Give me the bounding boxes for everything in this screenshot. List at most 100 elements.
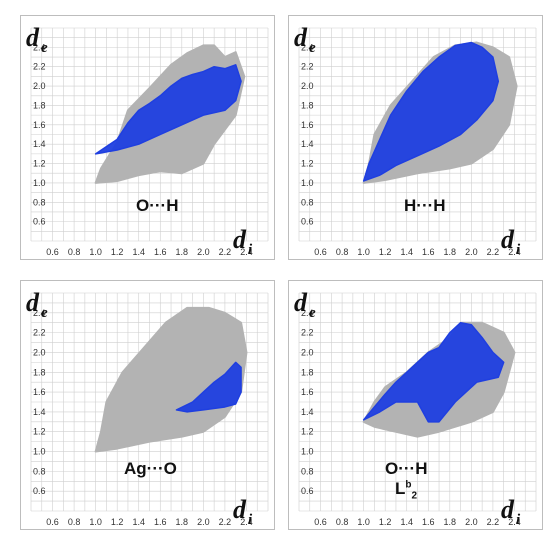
contact-sub-sub: 2	[411, 490, 418, 502]
x-axis-label: d	[233, 225, 247, 254]
y-tick-label: 2.4	[33, 308, 46, 318]
y-tick-label: 0.6	[33, 217, 46, 227]
y-tick-label: 2.2	[301, 62, 314, 72]
contact-sub-base: L	[395, 479, 406, 498]
x-tick-label: 2.4	[240, 247, 253, 257]
x-tick-label: 1.2	[379, 247, 392, 257]
x-tick-label: 1.6	[154, 517, 167, 527]
x-tick-label: 0.8	[68, 247, 81, 257]
y-tick-label: 0.6	[301, 486, 314, 496]
x-tick-label: 2.2	[219, 247, 232, 257]
y-tick-label: 1.4	[33, 139, 46, 149]
x-tick-label: 2.0	[465, 247, 478, 257]
x-tick-label: 1.0	[89, 517, 102, 527]
panel-bottom-right: 0.6 0.8 1.0 1.2 1.4 1.6 1.8 2.0 2.2 2.4 0.6 0.8 1.0 1…	[288, 280, 543, 530]
x-tick-label: 2.4	[508, 517, 521, 527]
y-tick-label: 2.2	[301, 328, 314, 338]
x-tick-label: 2.4	[508, 247, 521, 257]
x-tick-label: 1.4	[132, 247, 145, 257]
y-tick-label: 1.6	[301, 120, 314, 130]
y-tick-label: 1.8	[33, 367, 46, 377]
x-tick-label: 2.0	[465, 517, 478, 527]
x-tick-label: 1.8	[444, 517, 457, 527]
y-tick-label: 2.0	[301, 81, 314, 91]
y-tick-label: 0.8	[33, 466, 46, 476]
fingerprint-region	[362, 321, 505, 423]
y-axis-label-sub: e	[41, 40, 48, 56]
x-tick-label: 0.6	[46, 517, 59, 527]
x-tick-label: 1.6	[154, 247, 167, 257]
y-axis-label: d	[294, 288, 308, 317]
y-tick-label: 0.8	[301, 197, 314, 207]
x-tick-label: 2.2	[487, 517, 500, 527]
x-tick-label: 2.2	[219, 517, 232, 527]
y-tick-label: 1.8	[33, 100, 46, 110]
y-tick-label: 2.4	[301, 42, 314, 52]
y-tick-label: 2.4	[301, 308, 314, 318]
y-tick-label: 2.4	[33, 42, 46, 52]
contact-sub-sup: b	[405, 479, 412, 491]
x-tick-label: 0.8	[68, 517, 81, 527]
panel-bottom-left: 0.6 0.8 1.0 1.2 1.4 1.6 1.8 2.0 2.2 2.4 0.6 0.8 1.0 1…	[20, 280, 275, 530]
x-axis-label-sub: i	[516, 512, 521, 528]
chart-bottom-left: 0.6 0.8 1.0 1.2 1.4 1.6 1.8 2.0 2.2 2.4 0.6 0.8 1.0 1…	[26, 288, 269, 528]
y-axis-label-sub: e	[41, 305, 48, 321]
x-axis-label: d	[501, 225, 515, 254]
x-tick-label: 0.8	[336, 517, 349, 527]
x-tick-label: 2.4	[240, 517, 253, 527]
contact-label: H···H	[404, 196, 446, 215]
panel-top-left: 0.6 0.8 1.0 1.2 1.4 1.6 1.8 2.0 2.2 2.4 0.6 0.8 1.0 1…	[20, 15, 275, 260]
x-axis-label-sub: i	[516, 242, 521, 258]
y-tick-label: 2.2	[33, 62, 46, 72]
y-tick-label: 2.0	[301, 347, 314, 357]
fingerprint-region	[362, 41, 500, 182]
x-tick-label: 1.0	[89, 247, 102, 257]
y-axis-label: d	[294, 23, 308, 52]
contact-label: O···H	[385, 459, 428, 478]
y-tick-label: 1.4	[301, 139, 314, 149]
y-tick-label: 2.0	[33, 81, 46, 91]
fingerprint-region	[175, 361, 242, 413]
contact-label: Ag···O	[124, 459, 177, 478]
y-tick-label: 1.8	[301, 100, 314, 110]
y-tick-label: 1.6	[33, 120, 46, 130]
y-tick-label: 0.8	[33, 197, 46, 207]
chart-top-left: 0.6 0.8 1.0 1.2 1.4 1.6 1.8 2.0 2.2 2.4 0.6 0.8 1.0 1…	[26, 23, 269, 258]
x-tick-label: 1.0	[357, 517, 370, 527]
x-tick-label: 1.2	[111, 517, 124, 527]
x-tick-label: 0.6	[314, 517, 327, 527]
x-tick-label: 0.6	[314, 247, 327, 257]
contact-label: O···H	[136, 196, 179, 215]
y-axis-label: d	[26, 23, 40, 52]
y-tick-label: 1.0	[301, 447, 314, 457]
background-fingerprint	[94, 306, 248, 453]
x-tick-label: 2.0	[197, 247, 210, 257]
y-axis-label-sub: e	[309, 40, 316, 56]
x-tick-label: 1.8	[176, 517, 189, 527]
x-axis-label-sub: i	[248, 512, 253, 528]
x-tick-label: 1.0	[357, 247, 370, 257]
x-tick-label: 0.8	[336, 247, 349, 257]
y-tick-label: 1.0	[301, 178, 314, 188]
y-tick-label: 0.6	[301, 217, 314, 227]
x-tick-label: 1.6	[422, 247, 435, 257]
x-tick-label: 1.8	[176, 247, 189, 257]
y-tick-label: 1.2	[33, 159, 46, 169]
y-tick-label: 1.4	[301, 407, 314, 417]
y-tick-label: 1.4	[33, 407, 46, 417]
x-tick-label: 2.2	[487, 247, 500, 257]
panel-top-right: 0.6 0.8 1.0 1.2 1.4 1.6 1.8 2.0 2.2 2.4 0.6 0.8 1.0 1…	[288, 15, 543, 260]
x-tick-label: 1.4	[132, 517, 145, 527]
contact-sublabel: Lb2	[395, 479, 417, 501]
x-tick-label: 1.4	[400, 517, 413, 527]
x-tick-label: 1.2	[379, 517, 392, 527]
x-tick-label: 0.6	[46, 247, 59, 257]
x-tick-label: 1.8	[444, 247, 457, 257]
y-tick-label: 1.2	[301, 159, 314, 169]
y-axis-label: d	[26, 288, 40, 317]
y-tick-label: 2.2	[33, 328, 46, 338]
y-tick-label: 0.6	[33, 486, 46, 496]
y-tick-label: 1.0	[33, 447, 46, 457]
fingerprint-region	[94, 64, 242, 155]
y-tick-label: 1.6	[33, 387, 46, 397]
